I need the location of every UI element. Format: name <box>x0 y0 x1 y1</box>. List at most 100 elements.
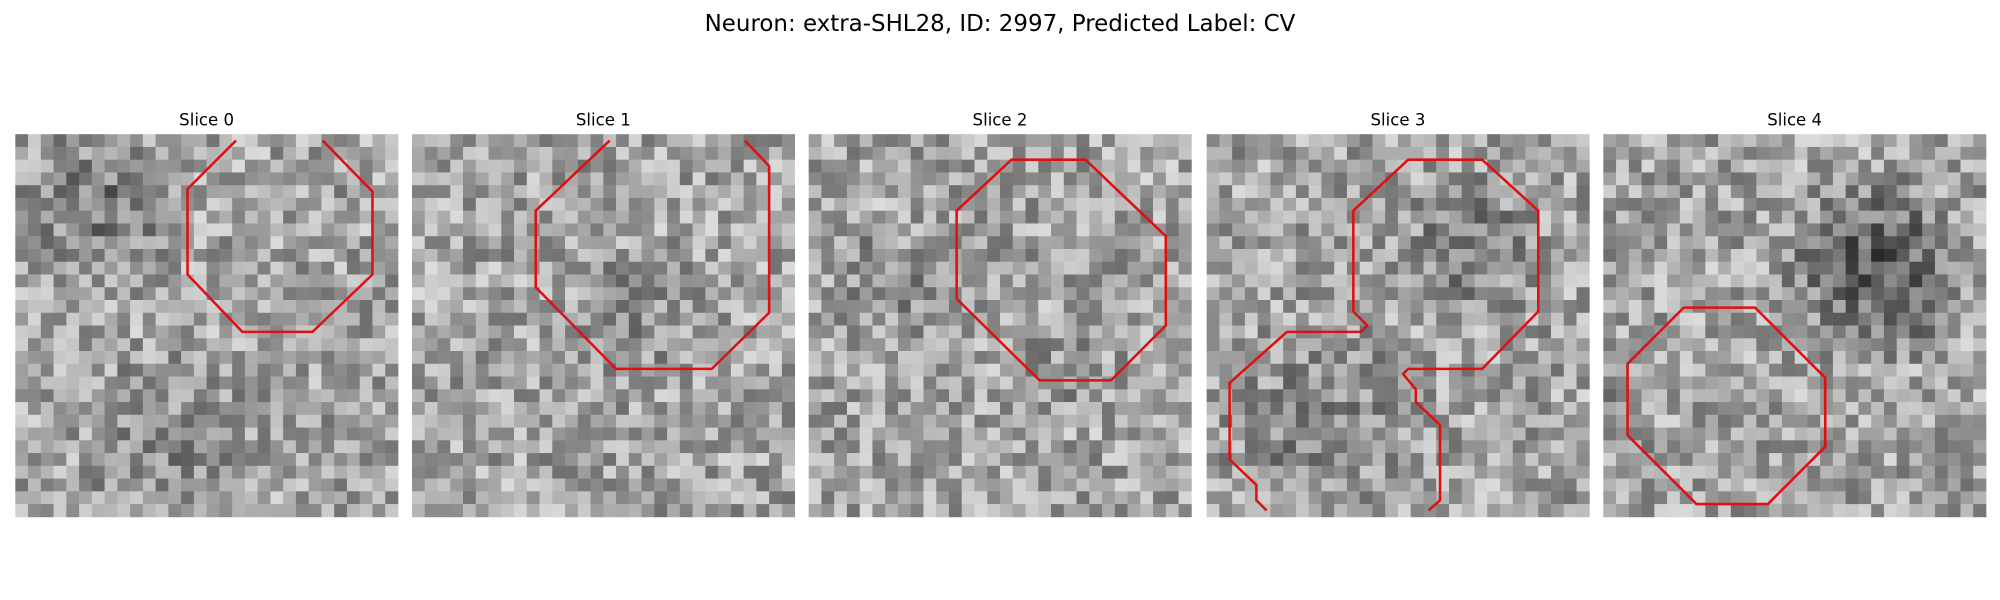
pixel <box>1718 338 1732 352</box>
pixel <box>463 504 477 518</box>
pixel <box>590 274 604 288</box>
pixel <box>1616 159 1630 173</box>
pixel <box>667 440 681 454</box>
pixel <box>654 351 668 365</box>
pixel <box>923 402 937 416</box>
pixel <box>66 351 80 365</box>
pixel <box>936 172 950 186</box>
pixel <box>730 159 745 173</box>
pixel <box>1461 248 1475 263</box>
pixel <box>1538 172 1552 186</box>
pixel <box>1947 185 1961 199</box>
pixel <box>1012 134 1026 148</box>
pixel <box>1346 414 1361 428</box>
pixel <box>206 223 220 237</box>
pixel <box>872 504 886 518</box>
pixel <box>501 300 515 314</box>
pixel <box>295 159 310 173</box>
pixel <box>1820 376 1834 390</box>
pixel <box>193 312 208 326</box>
pixel <box>756 389 770 403</box>
pixel <box>1947 478 1961 492</box>
pixel <box>1512 159 1526 173</box>
pixel <box>1140 185 1154 199</box>
pixel <box>283 236 297 250</box>
pixel <box>1165 453 1179 467</box>
pixel <box>616 338 630 352</box>
pixel <box>1436 465 1450 479</box>
pixel <box>1896 236 1910 250</box>
pixel <box>1359 185 1373 199</box>
pixel <box>437 504 451 518</box>
pixel <box>1102 223 1116 237</box>
pixel <box>437 351 451 365</box>
pixel <box>117 274 131 288</box>
pixel <box>987 223 1001 237</box>
pixel <box>40 338 54 352</box>
pixel <box>1832 274 1847 288</box>
pixel <box>1730 261 1745 275</box>
pixel <box>692 134 706 148</box>
pixel <box>1551 376 1565 390</box>
pixel <box>385 402 399 416</box>
pixel <box>53 453 67 467</box>
pixel <box>1461 172 1475 186</box>
pixel <box>808 325 822 339</box>
pixel <box>1219 351 1233 365</box>
pixel <box>1845 197 1859 212</box>
pixel <box>705 376 719 390</box>
pixel <box>1038 236 1052 250</box>
pixel <box>1127 338 1141 352</box>
pixel <box>321 325 335 339</box>
pixel <box>1448 338 1463 352</box>
pixel <box>1000 274 1014 288</box>
pixel <box>346 363 361 377</box>
pixel <box>475 389 489 403</box>
pixel <box>628 134 642 148</box>
pixel <box>219 427 233 441</box>
pixel <box>1538 197 1552 212</box>
pixel <box>692 261 706 275</box>
pixel <box>1372 261 1386 275</box>
pixel <box>730 402 745 416</box>
pixel <box>1165 465 1179 479</box>
pixel <box>1641 504 1655 518</box>
pixel <box>679 261 693 275</box>
pixel <box>1896 248 1910 263</box>
pixel <box>756 363 770 377</box>
pixel <box>244 134 259 148</box>
pixel <box>334 338 348 352</box>
pixel <box>1973 440 1987 454</box>
pixel <box>1538 274 1552 288</box>
pixel <box>1063 402 1077 416</box>
pixel <box>514 197 528 212</box>
pixel <box>232 236 246 250</box>
pixel <box>730 223 745 237</box>
pixel <box>66 312 80 326</box>
pixel <box>244 389 259 403</box>
pixel <box>40 146 54 161</box>
pixel <box>488 300 502 314</box>
pixel <box>91 159 105 173</box>
pixel <box>79 185 93 199</box>
pixel <box>1089 210 1103 224</box>
pixel <box>1295 287 1310 301</box>
pixel <box>1127 146 1141 161</box>
pixel <box>1346 402 1361 416</box>
pixel <box>79 453 93 467</box>
pixel <box>283 491 297 505</box>
pixel <box>1346 491 1361 505</box>
pixel <box>897 453 912 467</box>
pixel <box>1102 172 1116 186</box>
pixel <box>1359 236 1373 250</box>
pixel <box>346 185 361 199</box>
pixel <box>781 223 796 237</box>
pixel <box>1845 402 1859 416</box>
pixel <box>1679 146 1693 161</box>
pixel <box>1947 325 1961 339</box>
pixel <box>244 172 259 186</box>
pixel <box>1025 465 1039 479</box>
pixel <box>885 427 899 441</box>
pixel <box>526 274 540 288</box>
pixel <box>117 478 131 492</box>
